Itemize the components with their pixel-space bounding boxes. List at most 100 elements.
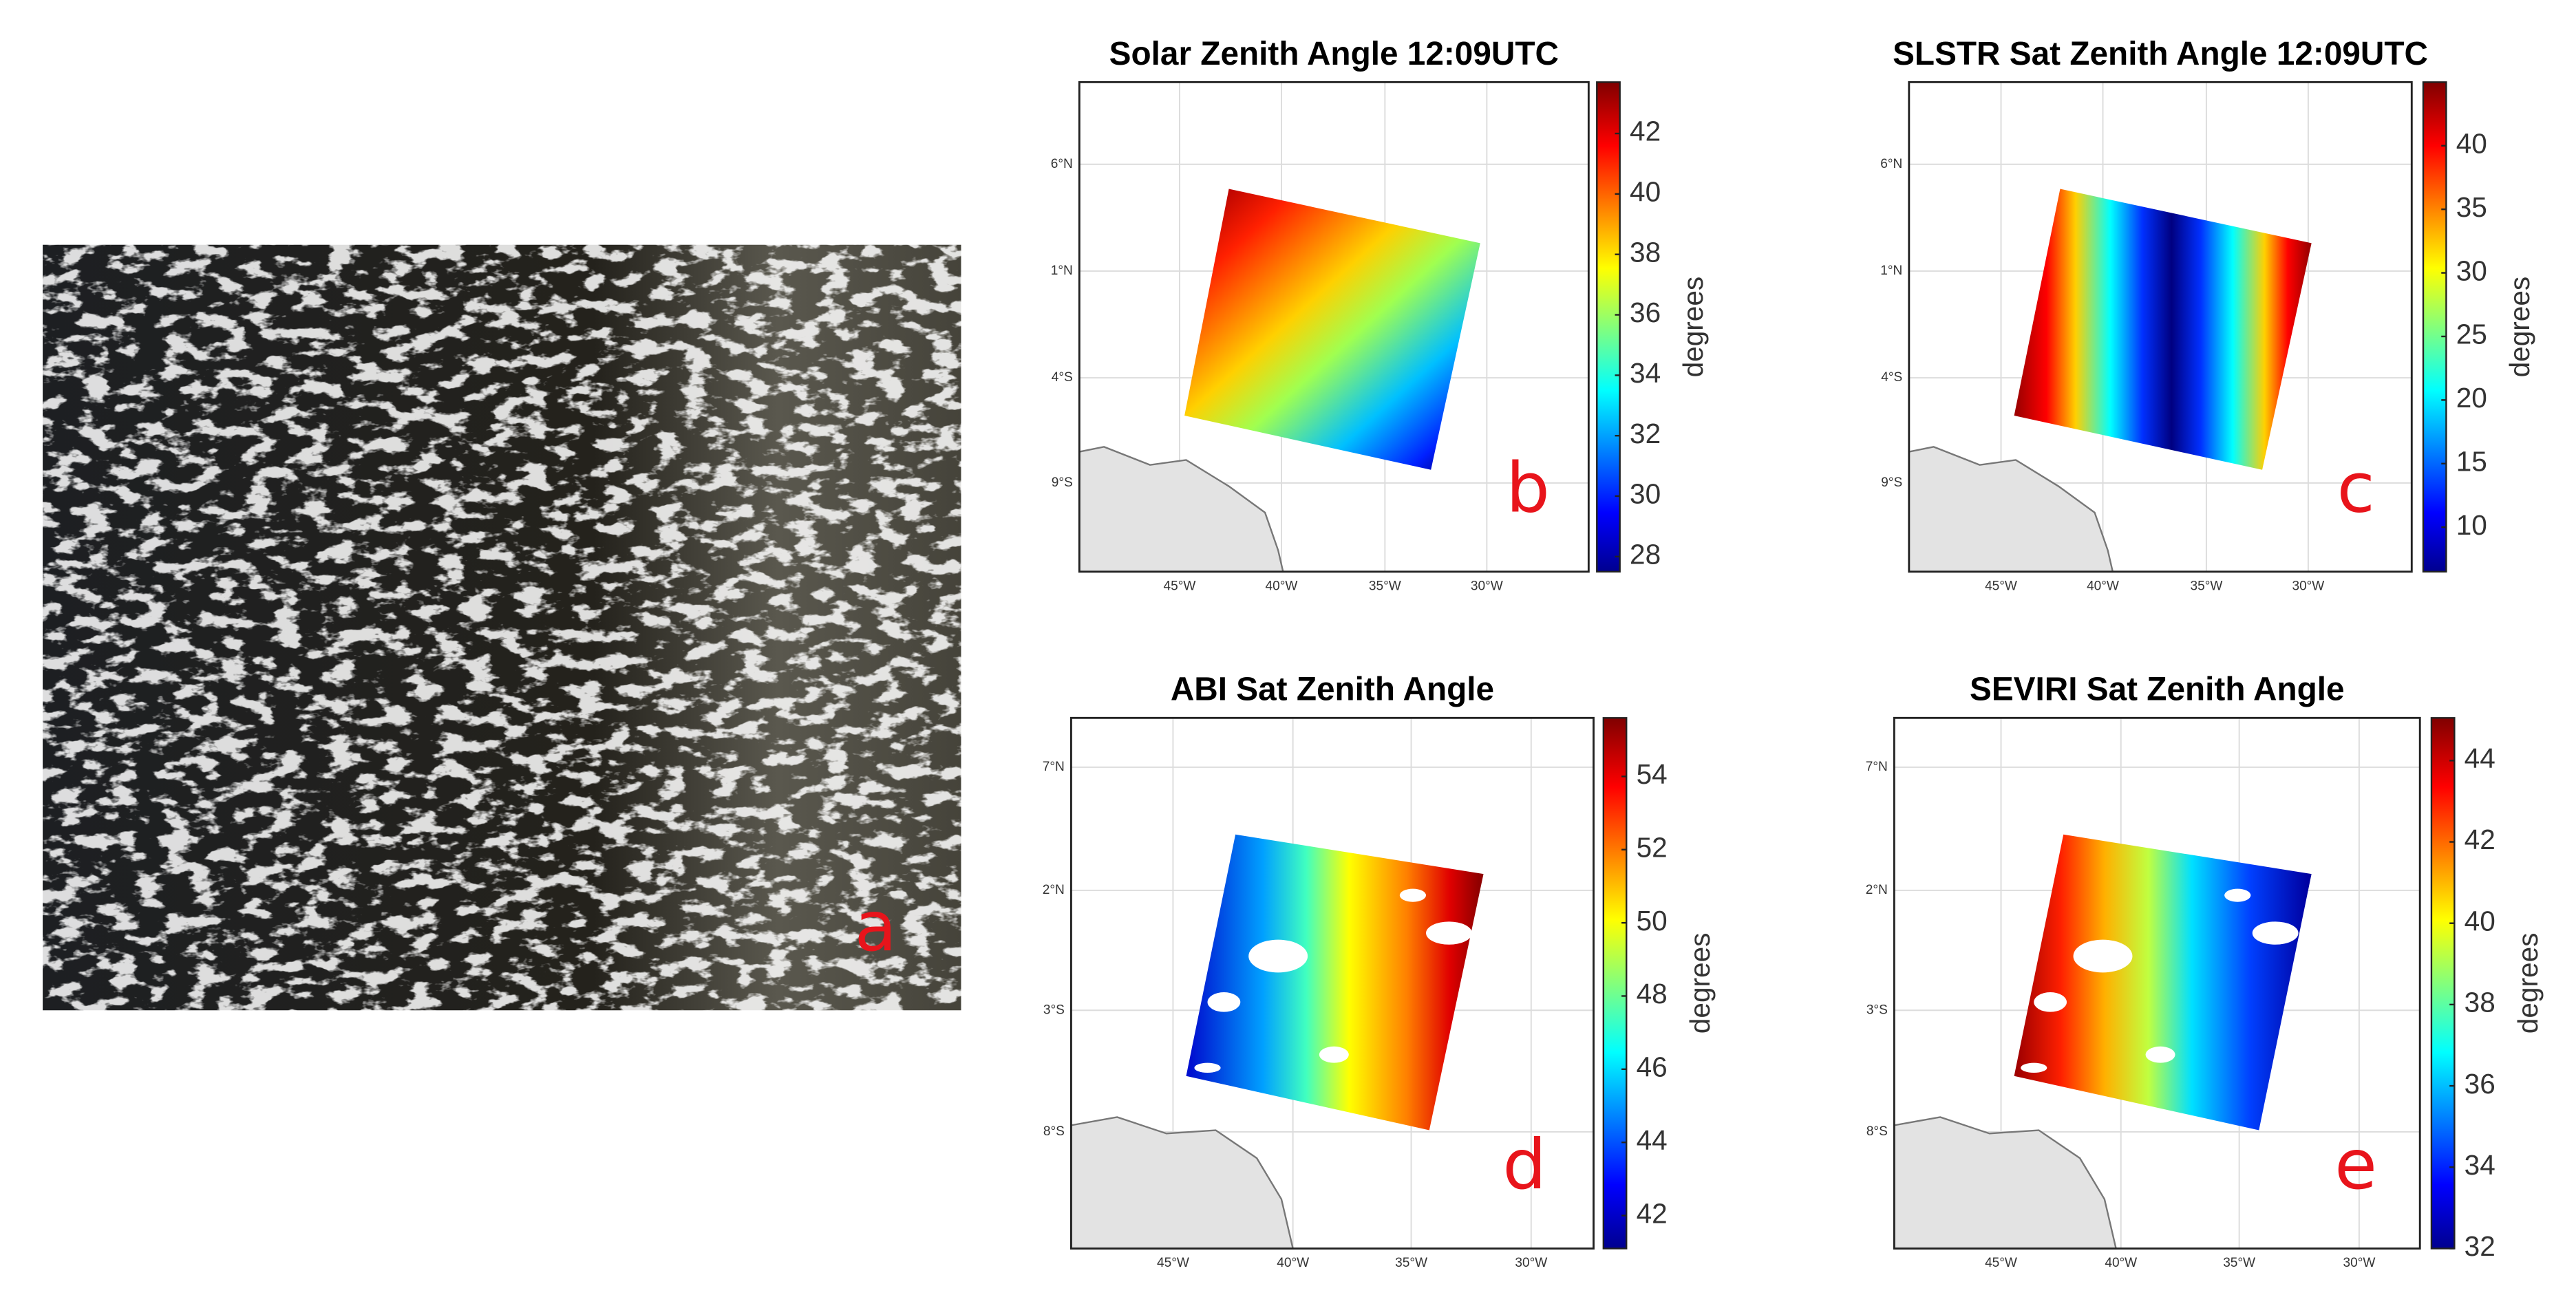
map-title: ABI Sat Zenith Angle (1171, 672, 1494, 708)
cloud-gap (2252, 921, 2299, 945)
map-frame (1893, 716, 2421, 1250)
colorbar-tick-label: 44 (1637, 1124, 1668, 1156)
lon-tick-label: 30°W (1515, 1256, 1547, 1270)
lat-tick-label: 7°N (1043, 760, 1065, 774)
lon-tick-label: 40°W (2105, 1256, 2137, 1270)
lat-tick-label: 4°S (1881, 370, 1902, 385)
colorbar-tick-label: 28 (1630, 539, 1661, 570)
lon-tick-label: 40°W (1266, 579, 1298, 593)
lon-tick-label: 30°W (2292, 579, 2324, 593)
cloud-gap (2034, 992, 2067, 1012)
colorbar-label: degrees (2504, 277, 2535, 378)
colorbar-tick-label: 25 (2456, 319, 2487, 350)
colorbar-tick-label: 34 (1630, 357, 1661, 389)
colorbar-tick-label: 32 (1630, 418, 1661, 449)
cloud-gap (1426, 921, 1472, 945)
lon-tick-label: 35°W (1369, 579, 1401, 593)
lon-tick-label: 45°W (1985, 1256, 2017, 1270)
colorbar-tick-label: 42 (2465, 824, 2495, 855)
colorbar-tick-label: 42 (1637, 1197, 1668, 1229)
lon-tick-label: 40°W (1277, 1256, 1309, 1270)
colorbar-tick-label: 44 (2465, 742, 2495, 774)
lat-tick-label: 3°S (1043, 1003, 1065, 1017)
swath (1186, 834, 1484, 1131)
map-title: SLSTR Sat Zenith Angle 12:09UTC (1893, 36, 2428, 72)
colorbar-tick-label: 38 (1630, 236, 1661, 268)
colorbar-label: degrees (1684, 933, 1716, 1034)
colorbar-tick-label: 15 (2456, 445, 2487, 477)
lat-tick-label: 8°S (1866, 1124, 1888, 1139)
swath (2014, 834, 2312, 1131)
map-frame (1078, 81, 1590, 573)
lat-tick-label: 1°N (1880, 264, 1902, 278)
map-panel: 7°N 2°N 3°S 8°S 45°W 40°W 35°W 30°W ABI Sat Zeni… (1043, 672, 1716, 1270)
image-panel: a (43, 244, 961, 1011)
cloud-gap (2145, 1046, 2175, 1063)
lat-tick-label: 1°N (1051, 264, 1073, 278)
lat-tick-label: 4°S (1052, 370, 1073, 385)
cloud-gap (1319, 1046, 1349, 1063)
lon-tick-label: 30°W (2343, 1256, 2375, 1270)
colorbar-tick-label: 35 (2456, 191, 2487, 223)
swath (1184, 189, 1480, 470)
map-frame (1069, 716, 1595, 1250)
colorbar-tick-label: 40 (2465, 905, 2495, 936)
cloud-gap (1399, 888, 1427, 902)
lat-tick-label: 3°S (1866, 1003, 1888, 1017)
colorbar-tick-label: 30 (1630, 478, 1661, 510)
colorbar-tick-label: 38 (2465, 987, 2495, 1018)
lon-tick-label: 35°W (1395, 1256, 1427, 1270)
colorbar-tick-label: 42 (1630, 116, 1661, 147)
map-frame (1908, 81, 2413, 573)
colorbar-tick-label: 20 (2456, 382, 2487, 414)
swath (2014, 189, 2312, 470)
lat-tick-label: 9°S (1881, 475, 1902, 490)
colorbar-tick-label: 50 (1637, 905, 1668, 936)
map-panel: 6°N 1°N 4°S 9°S 45°W 40°W 35°W 30°W SLSTR Sat Ze… (1880, 36, 2535, 594)
cloud-gap (1207, 992, 1241, 1012)
colorbar-tick-label: 34 (2465, 1149, 2495, 1181)
colorbar-tick-label: 40 (2456, 127, 2487, 159)
map-panel: 7°N 2°N 3°S 8°S 45°W 40°W 35°W 30°W SEVIRI Sat Z… (1866, 672, 2544, 1270)
colorbar-tick-label: 54 (1637, 758, 1668, 790)
cloud-gap (1194, 1062, 1221, 1073)
colorbar-tick-label: 36 (2465, 1068, 2495, 1100)
lon-tick-label: 45°W (1164, 579, 1196, 593)
colorbar-tick-label: 32 (2465, 1230, 2495, 1262)
colorbar-tick-label: 46 (1637, 1051, 1668, 1083)
map-title: Solar Zenith Angle 12:09UTC (1109, 36, 1559, 72)
colorbar-tick-label: 40 (1630, 176, 1661, 208)
cloud-gap (1248, 939, 1308, 973)
lat-tick-label: 6°N (1880, 157, 1902, 171)
map-title: SEVIRI Sat Zenith Angle (1970, 672, 2345, 708)
lon-tick-label: 35°W (2190, 579, 2222, 593)
lon-tick-label: 35°W (2223, 1256, 2255, 1270)
colorbar-tick-label: 10 (2456, 509, 2487, 541)
lat-tick-label: 9°S (1052, 475, 1073, 490)
lat-tick-label: 2°N (1043, 883, 1065, 897)
panel-label: a (855, 886, 897, 967)
colorbar-label: degrees (1677, 277, 1709, 378)
colorbar-tick-label: 36 (1630, 297, 1661, 328)
cloud-field (43, 244, 961, 1011)
map-panel: 6°N 1°N 4°S 9°S 45°W 40°W 35°W 30°W Solar Zenith… (1051, 36, 1709, 594)
lon-tick-label: 30°W (1471, 579, 1503, 593)
lon-tick-label: 45°W (1985, 579, 2017, 593)
lat-tick-label: 2°N (1866, 883, 1888, 897)
colorbar-tick-label: 30 (2456, 255, 2487, 286)
lon-tick-label: 40°W (2087, 579, 2119, 593)
cloud-gap (2224, 888, 2251, 902)
colorbar (2422, 81, 2447, 573)
colorbar (1602, 717, 1628, 1250)
panel-label: c (2337, 448, 2375, 528)
colorbar (2430, 717, 2456, 1250)
lat-tick-label: 7°N (1866, 760, 1888, 774)
lat-tick-label: 8°S (1043, 1124, 1065, 1139)
panel-label: d (1502, 1124, 1546, 1205)
panel-label: e (2334, 1124, 2377, 1205)
colorbar-label: degrees (2512, 933, 2544, 1034)
cloud-gap (2021, 1062, 2047, 1073)
lon-tick-label: 45°W (1157, 1256, 1189, 1270)
